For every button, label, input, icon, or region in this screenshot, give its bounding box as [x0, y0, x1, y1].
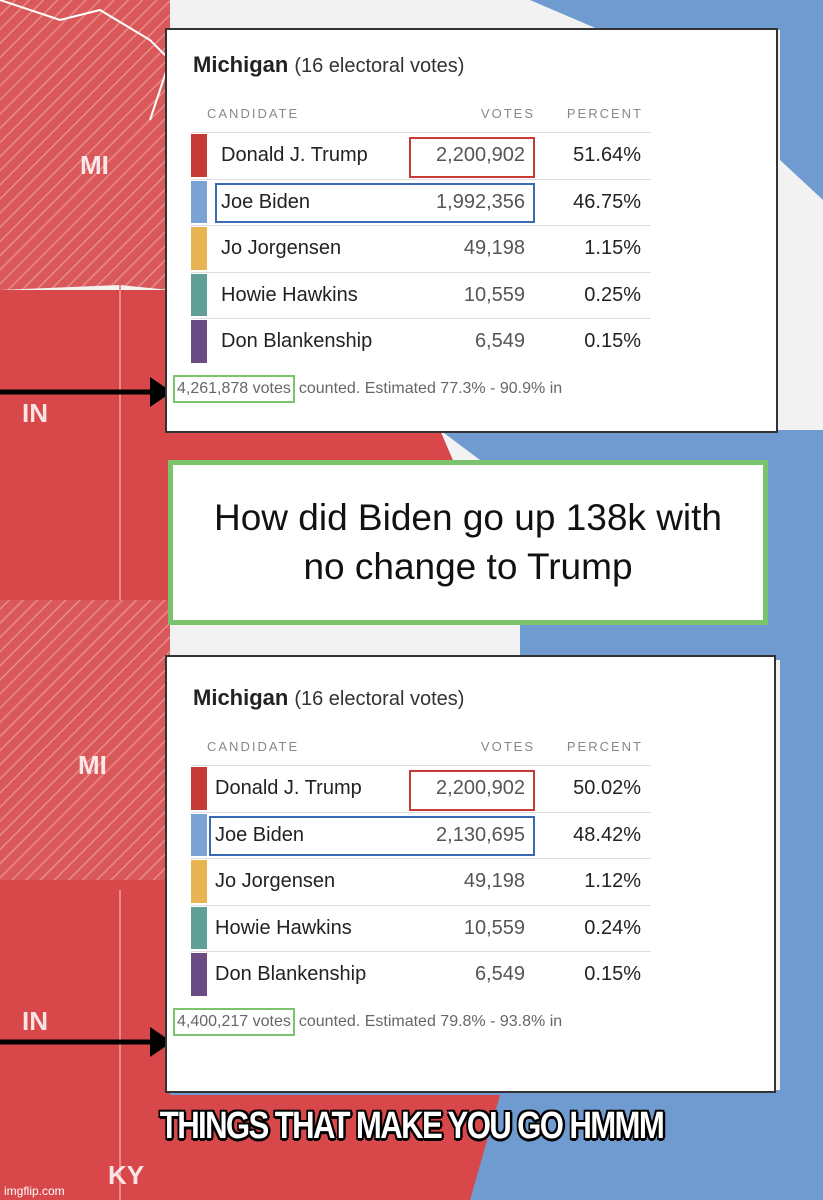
- row-divider: [191, 765, 651, 766]
- map-label: MI: [80, 150, 109, 180]
- panel-heading: Michigan (16 electoral votes): [193, 685, 464, 711]
- column-header: PERCENT: [566, 739, 643, 754]
- question-box: How did Biden go up 138k with no change …: [168, 460, 768, 625]
- caption: THINGS THAT MAKE YOU GO HMMM: [159, 1105, 665, 1147]
- candidate-percent: 0.25%: [584, 283, 641, 306]
- column-header: CANDIDATE: [207, 106, 300, 121]
- candidate-votes: 2,130,695: [436, 823, 525, 846]
- candidate-percent: 0.15%: [584, 963, 641, 985]
- vote-total: 4,261,878 votes: [173, 374, 295, 403]
- party-swatch: [191, 134, 207, 177]
- row-divider: [191, 951, 651, 952]
- candidate-percent: 50.02%: [573, 777, 641, 799]
- highlight-box: [209, 815, 535, 856]
- candidate-name: Howie Hawkins: [215, 916, 352, 939]
- row-divider: [191, 858, 651, 859]
- row-divider: [191, 178, 651, 180]
- candidate-name: Jo Jorgensen: [215, 870, 336, 892]
- party-swatch: [191, 320, 207, 363]
- candidate-percent: 0.15%: [584, 330, 641, 352]
- candidate-name: Donald J. Trump: [221, 144, 368, 166]
- party-swatch: [191, 180, 207, 223]
- party-swatch: [191, 906, 207, 949]
- candidate-name: Howie Hawkins: [221, 283, 358, 306]
- row-divider: [191, 271, 651, 273]
- row-divider: [191, 904, 651, 906]
- row-divider: [191, 318, 651, 319]
- count-note: counted. Estimated 79.8% - 93.8% in: [298, 1012, 563, 1030]
- panel-subtitle: (16 electoral votes): [294, 688, 465, 710]
- candidate-name: Donald J. Trump: [215, 777, 362, 799]
- highlight-box: [409, 137, 535, 178]
- candidate-percent: 51.64%: [573, 144, 641, 166]
- party-swatch: [191, 273, 207, 316]
- candidate-name: Don Blankenship: [215, 963, 367, 985]
- panel-title: Michigan: [193, 52, 289, 77]
- column-header: CANDIDATE: [207, 739, 300, 754]
- panel-heading: Michigan (16 electoral votes): [193, 52, 464, 78]
- row-divider: [191, 132, 651, 133]
- candidate-votes: 10,559: [463, 916, 525, 939]
- question: How did Biden go up 138k with no change …: [213, 497, 723, 587]
- column-header: VOTES: [480, 739, 535, 754]
- candidate-name: Jo Jorgensen: [221, 237, 342, 259]
- row-divider: [191, 225, 651, 226]
- panel-title: Michigan: [193, 685, 289, 710]
- candidate-votes: 2,200,902: [436, 144, 525, 166]
- column-header: PERCENT: [566, 106, 643, 121]
- candidate-name: Don Blankenship: [221, 330, 373, 352]
- party-swatch: [191, 767, 207, 810]
- candidate-votes: 49,198: [463, 237, 525, 259]
- count-note: counted. Estimated 77.3% - 90.9% in: [298, 379, 563, 397]
- candidate-votes: 6,549: [474, 963, 525, 985]
- results-panel: Michigan (16 electoral votes) CANDIDATE VOT…: [165, 655, 776, 1093]
- footer: 4,400,217 votes counted. Estimated 79.8% …: [173, 1007, 563, 1036]
- candidate-votes: 2,200,902: [436, 777, 525, 799]
- candidate-votes: 10,559: [463, 283, 525, 306]
- footer: 4,261,878 votes counted. Estimated 77.3% …: [173, 374, 563, 403]
- map-label: IN: [22, 1006, 48, 1036]
- column-header: VOTES: [480, 106, 535, 121]
- highlight-box: [215, 182, 535, 223]
- candidate-votes: 49,198: [463, 870, 525, 892]
- candidate-percent: 1.12%: [584, 870, 641, 892]
- panel-subtitle: (16 electoral votes): [294, 55, 465, 77]
- party-swatch: [191, 227, 207, 270]
- party-swatch: [191, 860, 207, 903]
- map-label: MI: [78, 750, 107, 780]
- candidate-name: Joe Biden: [215, 823, 304, 846]
- candidate-votes: 6,549: [474, 330, 525, 352]
- map-label: IN: [22, 398, 48, 428]
- row-divider: [191, 811, 651, 813]
- candidate-percent: 46.75%: [573, 190, 641, 213]
- candidate-percent: 1.15%: [584, 237, 641, 259]
- watermark: imgflip.com: [4, 1184, 65, 1198]
- candidate-percent: 48.42%: [573, 823, 641, 846]
- results-panel: Michigan (16 electoral votes) CANDIDATE VOT…: [165, 28, 778, 433]
- candidate-votes: 1,992,356: [436, 190, 525, 213]
- highlight-box: [409, 770, 535, 811]
- candidate-percent: 0.24%: [584, 916, 641, 939]
- map-label: KY: [108, 1160, 145, 1190]
- party-swatch: [191, 813, 207, 856]
- vote-total: 4,400,217 votes: [173, 1007, 295, 1036]
- candidate-name: Joe Biden: [221, 190, 310, 213]
- party-swatch: [191, 953, 207, 996]
